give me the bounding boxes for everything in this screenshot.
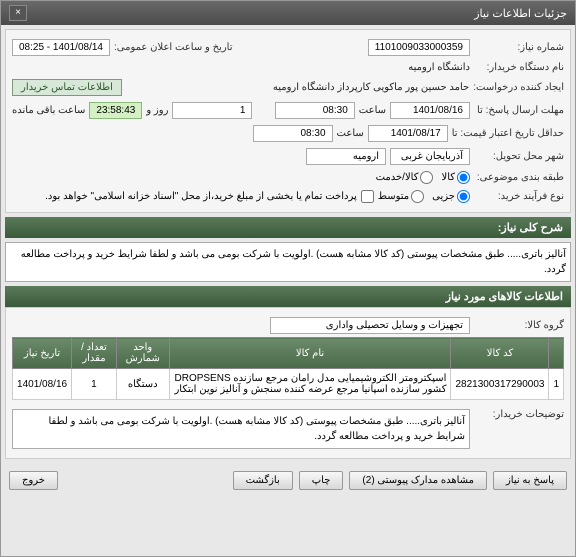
remain-label: ساعت باقی مانده <box>12 105 85 116</box>
subject-class-label: طبقه بندی موضوعی: <box>474 172 564 183</box>
form-section: شماره نیاز: 1101009033000359 تاریخ و ساع… <box>5 29 571 213</box>
td-code: 2821300317290003 <box>451 369 549 400</box>
purchase-type-label: نوع فرآیند خرید: <box>474 191 564 202</box>
org-label: نام دستگاه خریدار: <box>474 62 564 73</box>
row-purchase-type: نوع فرآیند خرید: جزیی متوسط پرداخت تمام … <box>12 187 564 206</box>
subject-radio-group: کالا کالا/خدمت <box>376 171 470 184</box>
items-header: اطلاعات کالاهای مورد نیاز <box>5 286 571 307</box>
th-name: نام کالا <box>169 338 451 369</box>
creator-value: حامد حسین پور ماکویی کارپرداز دانشگاه ار… <box>273 82 469 93</box>
group-value: تجهیزات و وسایل تحصیلی واداری <box>270 317 470 334</box>
td-qty: 1 <box>72 369 117 400</box>
td-name: اسپکترومتر الکتروشیمیایی مدل رامان مرجع … <box>169 369 451 400</box>
days-label: روز و <box>146 105 168 116</box>
close-button[interactable]: × <box>9 5 27 21</box>
radio-minor-label: جزیی <box>432 191 455 202</box>
radio-service-input[interactable] <box>420 171 433 184</box>
row-reply-deadline: مهلت ارسال پاسخ: تا 1401/08/16 ساعت 08:3… <box>12 99 564 122</box>
announce-value: 1401/08/14 - 08:25 <box>12 39 110 56</box>
row-subject-class: طبقه بندی موضوعی: کالا کالا/خدمت <box>12 168 564 187</box>
payment-checkbox[interactable] <box>361 190 374 203</box>
table-row: 1 2821300317290003 اسپکترومتر الکتروشیمی… <box>13 369 564 400</box>
row-request-number: شماره نیاز: 1101009033000359 تاریخ و ساع… <box>12 36 564 59</box>
request-desc-header: شرح کلی نیاز: <box>5 217 571 238</box>
main-window: جزئیات اطلاعات نیاز × شماره نیاز: 110100… <box>0 0 576 557</box>
back-button[interactable]: بازگشت <box>233 471 293 490</box>
contact-link[interactable]: اطلاعات تماس خریدار <box>12 79 122 96</box>
items-table: کد کالا نام کالا واحد شمارش تعداد / مقدا… <box>12 337 564 400</box>
price-date: 1401/08/17 <box>368 125 448 142</box>
announce-label: تاریخ و ساعت اعلان عمومی: <box>114 42 233 53</box>
reply-button[interactable]: پاسخ به نیاز <box>493 471 567 490</box>
request-desc: آنالیز باتری..... طبق مشخصات پیوستی (کد … <box>5 242 571 282</box>
radio-goods-label: کالا <box>441 172 455 183</box>
items-section: گروه کالا: تجهیزات و وسایل تحصیلی واداری… <box>5 307 571 459</box>
row-delivery: شهر محل تحویل: آذربایجان غربی ارومیه <box>12 145 564 168</box>
table-header-row: کد کالا نام کالا واحد شمارش تعداد / مقدا… <box>13 338 564 369</box>
time-label-2: ساعت <box>337 128 364 139</box>
content-area: شماره نیاز: 1101009033000359 تاریخ و ساع… <box>1 25 575 502</box>
exit-button[interactable]: خروج <box>9 471 58 490</box>
buyer-notes-label: توضیحات خریدار: <box>474 409 564 420</box>
th-date: تاریخ نیاز <box>13 338 72 369</box>
group-label: گروه کالا: <box>474 320 564 331</box>
reply-deadline-label: مهلت ارسال پاسخ: تا <box>474 105 564 116</box>
payment-note: پرداخت تمام یا بخشی از مبلغ خرید،از محل … <box>45 191 357 202</box>
price-time: 08:30 <box>253 125 333 142</box>
delivery-label: شهر محل تحویل: <box>474 151 564 162</box>
countdown-timer: 23:58:43 <box>89 102 142 119</box>
th-num <box>549 338 564 369</box>
th-code: کد کالا <box>451 338 549 369</box>
radio-goods-input[interactable] <box>457 171 470 184</box>
th-unit: واحد شمارش <box>116 338 169 369</box>
reply-date: 1401/08/16 <box>390 102 470 119</box>
buyer-notes: آنالیز باتری..... طبق مشخصات پیوستی (کد … <box>12 409 470 449</box>
city-value: ارومیه <box>306 148 386 165</box>
price-valid-label: حداقل تاریخ اعتبار قیمت: تا <box>452 128 564 139</box>
td-unit: دستگاه <box>116 369 169 400</box>
purchase-radio-group: جزیی متوسط <box>378 190 470 203</box>
request-number-label: شماره نیاز: <box>474 42 564 53</box>
province-value: آذربایجان غربی <box>390 148 470 165</box>
radio-medium-input[interactable] <box>411 190 424 203</box>
th-qty: تعداد / مقدار <box>72 338 117 369</box>
radio-medium-label: متوسط <box>378 191 409 202</box>
row-org: نام دستگاه خریدار: دانشگاه ارومیه <box>12 59 564 76</box>
radio-service[interactable]: کالا/خدمت <box>376 171 434 184</box>
creator-label: ایجاد کننده درخواست: <box>473 82 564 93</box>
days-remain: 1 <box>172 102 252 119</box>
radio-minor-input[interactable] <box>457 190 470 203</box>
payment-checkbox-row: پرداخت تمام یا بخشی از مبلغ خرید،از محل … <box>45 190 374 203</box>
radio-goods[interactable]: کالا <box>441 171 470 184</box>
request-number-value: 1101009033000359 <box>368 39 470 56</box>
print-button[interactable]: چاپ <box>299 471 344 490</box>
org-value: دانشگاه ارومیه <box>408 62 470 73</box>
title-bar: جزئیات اطلاعات نیاز × <box>1 1 575 25</box>
time-label-1: ساعت <box>359 105 386 116</box>
row-creator: ایجاد کننده درخواست: حامد حسین پور ماکوی… <box>12 76 564 99</box>
row-price-valid: حداقل تاریخ اعتبار قیمت: تا 1401/08/17 س… <box>12 122 564 145</box>
window-title: جزئیات اطلاعات نیاز <box>474 7 567 20</box>
attachments-button[interactable]: مشاهده مدارک پیوستی (2) <box>349 471 487 490</box>
radio-minor[interactable]: جزیی <box>432 190 470 203</box>
footer-buttons: پاسخ به نیاز مشاهده مدارک پیوستی (2) چاپ… <box>5 463 571 498</box>
row-buyer-notes: توضیحات خریدار: آنالیز باتری..... طبق مش… <box>12 406 564 452</box>
radio-medium[interactable]: متوسط <box>378 190 424 203</box>
reply-time: 08:30 <box>275 102 355 119</box>
radio-service-label: کالا/خدمت <box>376 172 419 183</box>
td-num: 1 <box>549 369 564 400</box>
td-date: 1401/08/16 <box>13 369 72 400</box>
row-group: گروه کالا: تجهیزات و وسایل تحصیلی واداری <box>12 314 564 337</box>
